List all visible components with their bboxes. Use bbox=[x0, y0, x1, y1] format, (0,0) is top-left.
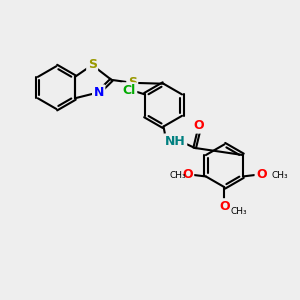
Text: S: S bbox=[88, 58, 97, 71]
Text: S: S bbox=[128, 76, 137, 89]
Text: CH₃: CH₃ bbox=[230, 207, 247, 216]
Text: NH: NH bbox=[165, 135, 186, 148]
Text: Cl: Cl bbox=[123, 84, 136, 97]
Text: CH₃: CH₃ bbox=[169, 171, 186, 180]
Text: N: N bbox=[94, 86, 104, 99]
Text: O: O bbox=[182, 168, 193, 181]
Text: O: O bbox=[194, 119, 205, 132]
Text: O: O bbox=[219, 200, 230, 213]
Text: CH₃: CH₃ bbox=[271, 171, 288, 180]
Text: O: O bbox=[256, 168, 267, 181]
